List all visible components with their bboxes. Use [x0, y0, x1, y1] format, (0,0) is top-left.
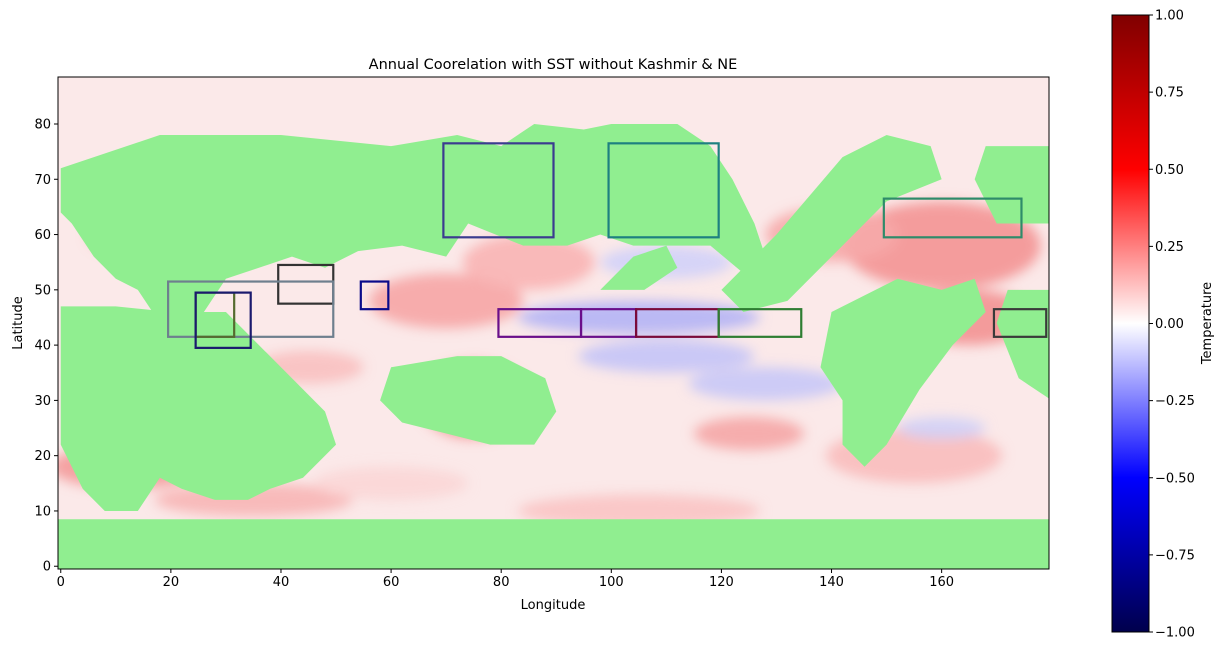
region-boxes	[167, 142, 1048, 349]
colorbar-tick-label: 0.00	[1155, 317, 1184, 332]
land-mass	[820, 278, 986, 467]
y-axis: 0 10 20 30 40 50 60 70 80	[34, 117, 58, 575]
y-tick-label: 70	[34, 173, 51, 188]
region-box	[992, 308, 1048, 338]
y-tick-label: 10	[34, 504, 51, 519]
sst-field-blob	[693, 417, 804, 451]
colorbar-tick-label: −0.75	[1155, 548, 1195, 563]
land-mask	[58, 123, 1049, 569]
x-axis-label: Longitude	[521, 598, 586, 613]
colorbar-tick-label: 0.75	[1155, 86, 1184, 101]
y-axis-label: Latitude	[11, 296, 26, 350]
y-tick-label: 80	[34, 117, 51, 132]
land-mass	[974, 146, 1049, 224]
x-tick-label: 40	[273, 575, 290, 590]
colorbar-ticks: 1.00 0.75 0.50 0.25 0.00 −0.25 −0.50 −0.75 −1.00	[1149, 9, 1195, 641]
colorbar-tick-label: −0.50	[1155, 471, 1195, 486]
y-tick-label: 0	[43, 560, 51, 575]
x-tick-label: 80	[493, 575, 510, 590]
colorbar-tick-label: −0.25	[1155, 394, 1195, 409]
land-mass	[58, 519, 1049, 569]
y-tick-label: 20	[34, 449, 51, 464]
y-tick-label: 30	[34, 394, 51, 409]
land-mass	[600, 245, 678, 290]
sst-field-blob	[517, 494, 760, 528]
sst-field-blob	[517, 300, 760, 334]
x-tick-label: 20	[163, 575, 180, 590]
sst-field-blob	[688, 367, 843, 401]
x-tick-label: 120	[709, 575, 734, 590]
colorbar-label: Temperature	[1200, 282, 1215, 365]
x-tick-label: 0	[57, 575, 65, 590]
region-box	[607, 142, 720, 239]
region-box	[717, 308, 803, 338]
region-box	[359, 280, 390, 311]
y-tick-label: 40	[34, 339, 51, 354]
region-box	[882, 197, 1023, 239]
chart-title: Annual Coorelation with SST without Kash…	[369, 57, 738, 73]
y-tick-label: 60	[34, 228, 51, 243]
plot-frame	[57, 76, 1050, 570]
colorbar-tick-label: 1.00	[1155, 9, 1184, 24]
sst-field-blob	[842, 201, 1041, 290]
region-box	[194, 291, 252, 349]
sst-field-blob	[314, 466, 469, 500]
colorbar-gradient	[1111, 14, 1150, 633]
sst-field-blob	[369, 273, 524, 329]
land-mass	[60, 123, 766, 335]
x-tick-label: 60	[383, 575, 400, 590]
land-mass	[996, 289, 1049, 399]
x-tick-label: 140	[819, 575, 844, 590]
colorbar: 1.00 0.75 0.50 0.25 0.00 −0.25 −0.50 −0.75 −1.00…	[1111, 9, 1215, 641]
y-tick-label: 50	[34, 283, 51, 298]
sst-field-blob	[462, 234, 595, 290]
x-axis: 0 20 40 60 80 100 120 140 160	[57, 569, 954, 590]
colorbar-tick-label: −1.00	[1155, 626, 1195, 641]
sst-field-blob	[897, 417, 986, 440]
colorbar-tick-label: 0.50	[1155, 163, 1184, 178]
x-tick-label: 160	[929, 575, 954, 590]
land-mass	[721, 135, 942, 312]
colorbar-tick-label: 0.25	[1155, 240, 1184, 255]
x-tick-label: 100	[599, 575, 624, 590]
land-mass	[60, 306, 337, 511]
sst-field-blob	[578, 339, 755, 373]
land-mass	[380, 356, 557, 445]
region-box	[442, 142, 555, 239]
